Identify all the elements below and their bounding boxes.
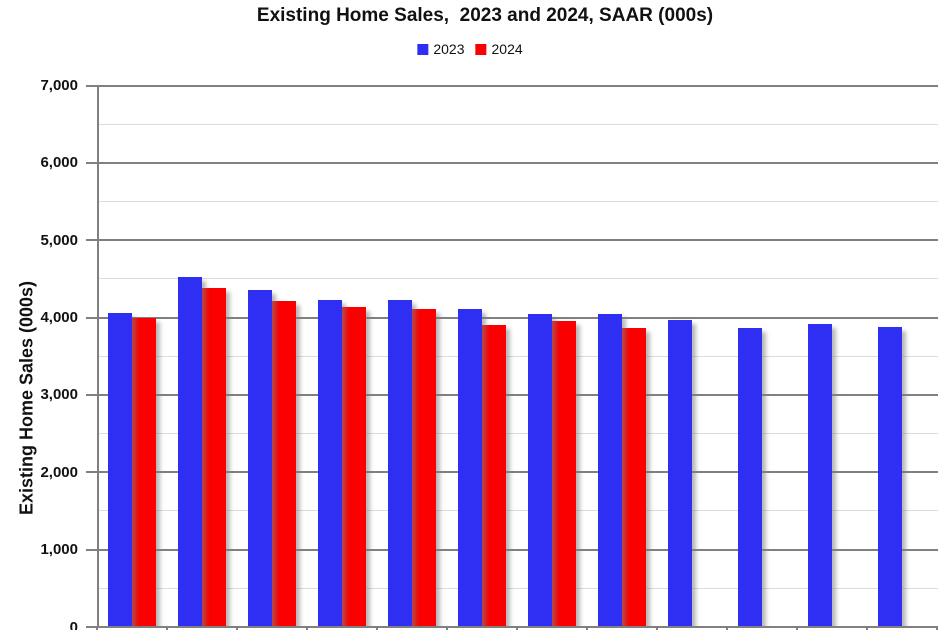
y-tick-3,000 (86, 393, 97, 396)
category-tick-0 (96, 626, 98, 630)
bar-2024-group3 (272, 300, 296, 627)
bar-2024-group8 (622, 327, 646, 627)
major-gridline-7000 (97, 84, 938, 87)
y-tick-7,000 (86, 84, 97, 87)
bars-layer (98, 85, 938, 627)
bar-2023-group2 (178, 276, 202, 627)
minor-gridline-3500 (97, 355, 938, 357)
y-tick-label-2,000: 2,000 (40, 463, 78, 481)
y-tick-label-1,000: 1,000 (40, 541, 78, 559)
bar-2023-group7 (528, 313, 552, 627)
y-tick-5,000 (86, 239, 97, 242)
category-tick-1 (166, 626, 168, 630)
y-tick-label-0: 0 (69, 618, 78, 630)
minor-gridline-1500 (97, 510, 938, 512)
bar-2024-group6 (482, 325, 506, 627)
category-tick-9 (726, 626, 728, 630)
y-tick-label-7,000: 7,000 (40, 77, 78, 94)
y-tick-label-6,000: 6,000 (40, 154, 78, 172)
y-tick-0 (86, 626, 97, 628)
y-tick-label-5,000: 5,000 (40, 231, 78, 249)
bar-2023-group1 (108, 312, 132, 627)
category-tick-10 (796, 626, 798, 630)
category-tick-7 (586, 626, 588, 630)
y-axis (97, 85, 99, 628)
category-tick-6 (516, 626, 518, 630)
category-tick-2 (236, 626, 238, 630)
bar-2023-group3 (248, 289, 272, 627)
major-gridline-4000 (97, 316, 938, 319)
bar-2023-group4 (318, 299, 342, 627)
legend-item-2023: 2023 (417, 41, 465, 57)
major-gridline-3000 (97, 393, 938, 396)
y-tick-2,000 (86, 471, 97, 474)
legend-label-2024: 2024 (491, 41, 523, 57)
chart-title: Existing Home Sales, 2023 and 2024, SAAR… (256, 5, 714, 26)
bar-2024-group2 (202, 288, 226, 627)
major-gridline-2000 (97, 471, 938, 474)
y-tick-4,000 (86, 316, 97, 319)
bar-2024-group5 (412, 309, 436, 627)
bar-2023-group12 (878, 326, 902, 627)
category-tick-5 (446, 626, 448, 630)
y-tick-6,000 (86, 161, 97, 164)
y-tick-label-3,000: 3,000 (40, 386, 78, 404)
minor-gridline-500 (97, 587, 938, 589)
category-tick-3 (306, 626, 308, 630)
minor-gridline-6500 (97, 123, 938, 125)
category-tick-12 (936, 626, 938, 630)
minor-gridline-5500 (97, 201, 938, 203)
category-tick-11 (866, 626, 868, 630)
y-tick-1,000 (86, 548, 97, 551)
major-gridline-1000 (97, 548, 938, 551)
minor-gridline-2500 (97, 433, 938, 435)
major-gridline-6000 (97, 161, 938, 164)
bar-2023-group10 (738, 328, 762, 627)
bar-2023-group5 (388, 299, 412, 627)
bar-2024-group4 (342, 306, 366, 627)
legend: 2023 2024 (417, 41, 523, 57)
category-tick-8 (656, 626, 658, 630)
minor-gridline-4500 (97, 278, 938, 280)
bar-2023-group6 (458, 309, 482, 627)
y-tick-label-4,000: 4,000 (40, 309, 78, 327)
bar-2024-group7 (552, 321, 576, 627)
major-gridline-5000 (97, 239, 938, 242)
bar-2024-group1 (132, 317, 156, 627)
legend-item-2024: 2024 (475, 41, 523, 57)
legend-swatch-2024-icon (475, 43, 487, 55)
bar-2023-group8 (598, 314, 622, 627)
legend-label-2023: 2023 (433, 41, 465, 57)
legend-swatch-2023-icon (417, 43, 429, 55)
bar-2023-group11 (808, 323, 832, 627)
bar-2023-group9 (668, 319, 692, 627)
category-tick-4 (376, 626, 378, 630)
